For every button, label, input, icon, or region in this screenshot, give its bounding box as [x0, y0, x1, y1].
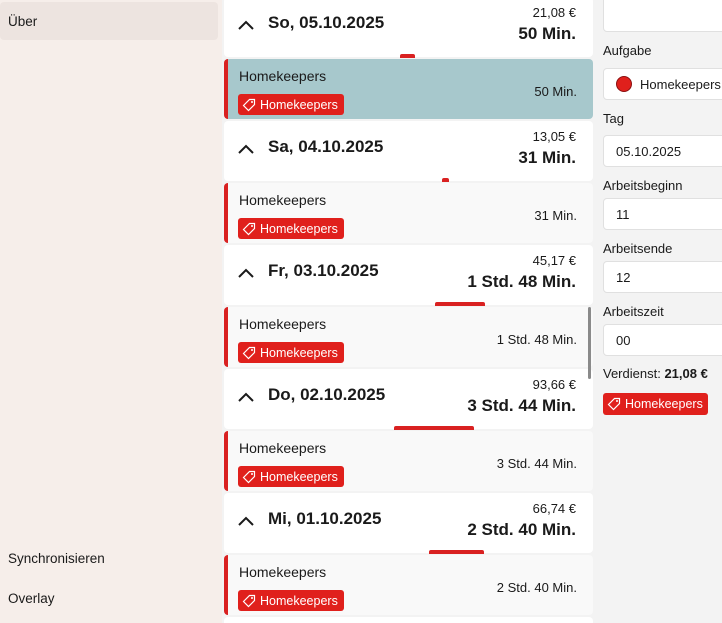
entry-task-name: Homekeepers — [239, 440, 327, 456]
day-duration: 31 Min. — [518, 148, 576, 167]
detail-tag-chip[interactable]: Homekeepers — [603, 393, 708, 415]
time-entry[interactable]: Homekeepers Homekeepers 3 Std. 44 Min. — [224, 431, 593, 491]
day-date: Do, 02.10.2025 — [268, 385, 386, 404]
tag-label: Homekeepers — [625, 397, 703, 411]
entry-task-name: Homekeepers — [239, 192, 327, 208]
tag-label: Homekeepers — [260, 469, 338, 484]
day-header[interactable]: Sa, 04.10.2025 13,05 € 31 Min. — [224, 121, 593, 182]
color-dot-icon — [616, 76, 632, 92]
tag-label: Homekeepers — [260, 345, 338, 360]
chevron-up-icon[interactable] — [236, 141, 256, 157]
entry-task-name: Homekeepers — [239, 564, 327, 580]
navigation-pane: Über Synchronisieren Overlay — [0, 0, 222, 623]
entry-tag: Homekeepers — [238, 466, 344, 487]
earnings-summary: Verdienst: 21,08 € — [603, 366, 708, 381]
entry-task-name: Homekeepers — [239, 316, 327, 332]
nav-item-overlay[interactable]: Overlay — [0, 579, 218, 617]
nav-item-sync[interactable]: Synchronisieren — [0, 539, 218, 577]
day-header[interactable]: Fr, 03.10.2025 45,17 € 1 Std. 48 Min. — [224, 245, 593, 306]
day-progress-bar — [400, 54, 415, 58]
day-earnings: 93,66 € — [532, 377, 576, 392]
description-field[interactable] — [603, 0, 722, 32]
start-time-field[interactable]: 11 — [603, 198, 722, 230]
time-entry[interactable]: Homekeepers Homekeepers 1 Std. 48 Min. — [224, 307, 593, 367]
time-entry[interactable]: Homekeepers Homekeepers 2 Std. 40 Min. — [224, 555, 593, 615]
duration-field-value: 00 — [616, 332, 631, 348]
earnings-value: 21,08 € — [664, 366, 708, 381]
day-progress-bar — [394, 426, 474, 430]
day-header[interactable]: Mi, 01.10.2025 66,74 € 2 Std. 40 Min. — [224, 493, 593, 554]
day-header[interactable]: So, 05.10.2025 21,08 € 50 Min. — [224, 0, 593, 58]
entry-duration: 1 Std. 48 Min. — [496, 332, 577, 347]
end-time-value: 12 — [616, 269, 631, 285]
chevron-up-icon[interactable] — [236, 513, 256, 529]
aufgabe-label: Aufgabe — [603, 43, 652, 58]
tag-icon — [242, 98, 256, 111]
day-date: Fr, 03.10.2025 — [268, 261, 379, 280]
entry-duration: 2 Std. 40 Min. — [496, 580, 577, 595]
entry-task-name: Homekeepers — [239, 68, 327, 84]
duration-field[interactable]: 00 — [603, 324, 722, 356]
day-progress-bar — [429, 550, 484, 554]
chevron-up-icon[interactable] — [236, 389, 256, 405]
day-duration: 50 Min. — [518, 24, 576, 43]
time-entry[interactable]: Homekeepers Homekeepers 50 Min. — [224, 59, 593, 119]
task-select-value: Homekeepers — [640, 76, 721, 92]
day-earnings: 66,74 € — [532, 501, 576, 516]
task-select[interactable]: Homekeepers — [603, 68, 722, 100]
time-entry[interactable]: Homekeepers Homekeepers 31 Min. — [224, 183, 593, 243]
day-header[interactable] — [224, 617, 593, 623]
day-date: So, 05.10.2025 — [268, 13, 385, 32]
entry-duration: 3 Std. 44 Min. — [496, 456, 577, 471]
tag-label: Tag — [603, 111, 624, 126]
entry-duration: 31 Min. — [534, 208, 577, 223]
tag-label: Homekeepers — [260, 97, 338, 112]
tag-icon — [607, 397, 621, 411]
entry-duration: 50 Min. — [534, 84, 577, 99]
tag-icon — [242, 470, 256, 483]
tag-label: Homekeepers — [260, 221, 338, 236]
end-time-field[interactable]: 12 — [603, 261, 722, 293]
duration-label: Arbeitszeit — [603, 304, 664, 319]
entry-tag: Homekeepers — [238, 342, 344, 363]
date-field[interactable]: 05.10.2025 — [603, 135, 722, 167]
entry-tag: Homekeepers — [238, 218, 344, 239]
nav-item-about[interactable]: Über — [0, 2, 218, 40]
day-earnings: 13,05 € — [532, 129, 576, 144]
tag-icon — [242, 346, 256, 359]
tag-icon — [242, 222, 256, 235]
entry-tag: Homekeepers — [238, 590, 344, 611]
day-duration: 3 Std. 44 Min. — [467, 396, 576, 415]
day-header[interactable]: Do, 02.10.2025 93,66 € 3 Std. 44 Min. — [224, 369, 593, 430]
day-date: Mi, 01.10.2025 — [268, 509, 382, 528]
earnings-label: Verdienst: — [603, 366, 661, 381]
day-progress-bar — [442, 178, 449, 182]
start-time-value: 11 — [616, 206, 630, 222]
tag-label: Homekeepers — [260, 593, 338, 608]
nav-item-label: Synchronisieren — [8, 550, 105, 566]
day-date: Sa, 04.10.2025 — [268, 137, 384, 156]
nav-item-label: Overlay — [8, 590, 55, 606]
end-label: Arbeitsende — [603, 241, 673, 256]
day-duration: 2 Std. 40 Min. — [467, 520, 576, 539]
day-earnings: 45,17 € — [532, 253, 576, 268]
date-field-value: 05.10.2025 — [616, 143, 682, 159]
day-earnings: 21,08 € — [532, 5, 576, 20]
tag-icon — [242, 594, 256, 607]
list-scrollbar[interactable] — [588, 307, 591, 379]
start-label: Arbeitsbeginn — [603, 178, 683, 193]
day-duration: 1 Std. 48 Min. — [467, 272, 576, 291]
detail-pane: Aufgabe Homekeepers Tag 05.10.2025 Arbei… — [597, 0, 722, 623]
chevron-up-icon[interactable] — [236, 265, 256, 281]
day-progress-bar — [435, 302, 485, 306]
nav-item-label: Über — [8, 13, 38, 29]
day-list: So, 05.10.2025 21,08 € 50 Min. Homekeepe… — [222, 0, 597, 623]
chevron-up-icon[interactable] — [236, 17, 256, 33]
entry-tag: Homekeepers — [238, 94, 344, 115]
